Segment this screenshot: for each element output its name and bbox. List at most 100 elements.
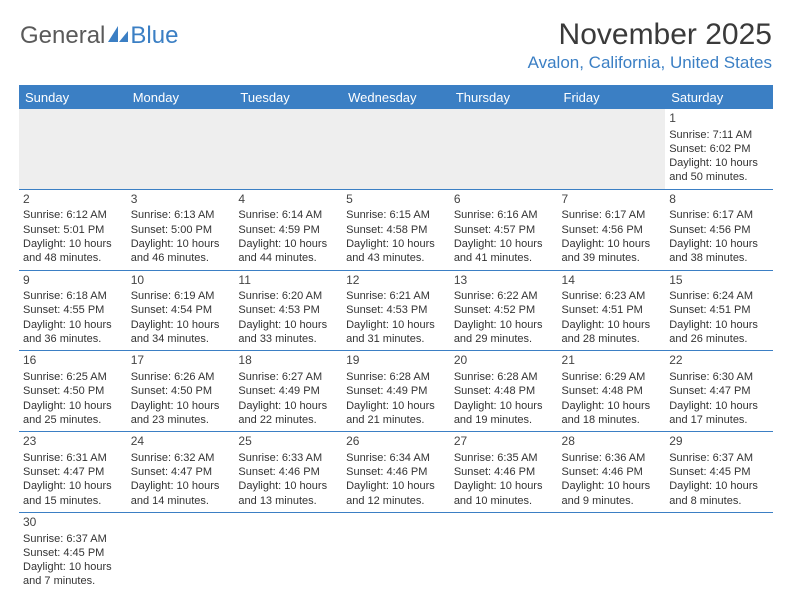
daylight-line: Daylight: 10 hours and 46 minutes. [131, 237, 231, 266]
empty-cell [19, 109, 127, 189]
day-cell: 30Sunrise: 6:37 AMSunset: 4:45 PMDayligh… [19, 512, 127, 592]
day-number: 18 [238, 353, 338, 369]
sunrise-line: Sunrise: 6:17 AM [669, 208, 769, 222]
sunset-line: Sunset: 4:46 PM [562, 465, 662, 479]
day-number: 28 [562, 434, 662, 450]
day-cell: 1Sunrise: 7:11 AMSunset: 6:02 PMDaylight… [665, 109, 773, 189]
daylight-line: Daylight: 10 hours and 18 minutes. [562, 399, 662, 428]
day-number: 12 [346, 273, 446, 289]
day-number: 1 [669, 111, 769, 127]
daylight-line: Daylight: 10 hours and 43 minutes. [346, 237, 446, 266]
sunset-line: Sunset: 6:02 PM [669, 142, 769, 156]
day-cell: 10Sunrise: 6:19 AMSunset: 4:54 PMDayligh… [127, 270, 235, 351]
day-number: 6 [454, 192, 554, 208]
sunrise-line: Sunrise: 6:28 AM [454, 370, 554, 384]
sunrise-line: Sunrise: 6:27 AM [238, 370, 338, 384]
calendar-row: 23Sunrise: 6:31 AMSunset: 4:47 PMDayligh… [19, 432, 773, 513]
sunrise-line: Sunrise: 6:12 AM [23, 208, 123, 222]
day-number: 24 [131, 434, 231, 450]
sunrise-line: Sunrise: 6:28 AM [346, 370, 446, 384]
empty-cell [127, 512, 235, 592]
day-number: 22 [669, 353, 769, 369]
sunset-line: Sunset: 4:46 PM [238, 465, 338, 479]
sunset-line: Sunset: 4:59 PM [238, 223, 338, 237]
sunrise-line: Sunrise: 6:29 AM [562, 370, 662, 384]
empty-cell [342, 512, 450, 592]
calendar-row: 16Sunrise: 6:25 AMSunset: 4:50 PMDayligh… [19, 351, 773, 432]
sunset-line: Sunset: 4:47 PM [669, 384, 769, 398]
day-cell: 21Sunrise: 6:29 AMSunset: 4:48 PMDayligh… [558, 351, 666, 432]
day-cell: 22Sunrise: 6:30 AMSunset: 4:47 PMDayligh… [665, 351, 773, 432]
sunrise-line: Sunrise: 6:16 AM [454, 208, 554, 222]
empty-cell [127, 109, 235, 189]
sunrise-line: Sunrise: 6:37 AM [23, 532, 123, 546]
sunrise-line: Sunrise: 6:34 AM [346, 451, 446, 465]
daylight-line: Daylight: 10 hours and 9 minutes. [562, 479, 662, 508]
daylight-line: Daylight: 10 hours and 29 minutes. [454, 318, 554, 347]
daylight-line: Daylight: 10 hours and 50 minutes. [669, 156, 769, 185]
sunset-line: Sunset: 4:53 PM [238, 303, 338, 317]
daylight-line: Daylight: 10 hours and 7 minutes. [23, 560, 123, 589]
empty-cell [342, 109, 450, 189]
logo-text-general: General [20, 22, 105, 50]
day-cell: 4Sunrise: 6:14 AMSunset: 4:59 PMDaylight… [234, 189, 342, 270]
day-number: 8 [669, 192, 769, 208]
sunset-line: Sunset: 4:46 PM [454, 465, 554, 479]
sunset-line: Sunset: 4:55 PM [23, 303, 123, 317]
day-cell: 7Sunrise: 6:17 AMSunset: 4:56 PMDaylight… [558, 189, 666, 270]
sunset-line: Sunset: 4:57 PM [454, 223, 554, 237]
sunset-line: Sunset: 4:58 PM [346, 223, 446, 237]
empty-cell [234, 109, 342, 189]
weekday-header-row: SundayMondayTuesdayWednesdayThursdayFrid… [19, 85, 773, 109]
day-number: 11 [238, 273, 338, 289]
day-number: 20 [454, 353, 554, 369]
location-subtitle: Avalon, California, United States [528, 53, 772, 73]
day-cell: 27Sunrise: 6:35 AMSunset: 4:46 PMDayligh… [450, 432, 558, 513]
sunrise-line: Sunrise: 6:21 AM [346, 289, 446, 303]
day-number: 19 [346, 353, 446, 369]
daylight-line: Daylight: 10 hours and 25 minutes. [23, 399, 123, 428]
daylight-line: Daylight: 10 hours and 31 minutes. [346, 318, 446, 347]
empty-cell [234, 512, 342, 592]
sunset-line: Sunset: 4:46 PM [346, 465, 446, 479]
day-cell: 19Sunrise: 6:28 AMSunset: 4:49 PMDayligh… [342, 351, 450, 432]
sunrise-line: Sunrise: 6:37 AM [669, 451, 769, 465]
month-title: November 2025 [528, 18, 772, 51]
sunset-line: Sunset: 4:49 PM [346, 384, 446, 398]
day-cell: 26Sunrise: 6:34 AMSunset: 4:46 PMDayligh… [342, 432, 450, 513]
day-number: 23 [23, 434, 123, 450]
sunset-line: Sunset: 4:50 PM [23, 384, 123, 398]
sunrise-line: Sunrise: 7:11 AM [669, 128, 769, 142]
empty-cell [450, 109, 558, 189]
sunrise-line: Sunrise: 6:36 AM [562, 451, 662, 465]
sunrise-line: Sunrise: 6:14 AM [238, 208, 338, 222]
day-cell: 20Sunrise: 6:28 AMSunset: 4:48 PMDayligh… [450, 351, 558, 432]
sunrise-line: Sunrise: 6:15 AM [346, 208, 446, 222]
day-cell: 28Sunrise: 6:36 AMSunset: 4:46 PMDayligh… [558, 432, 666, 513]
day-number: 25 [238, 434, 338, 450]
daylight-line: Daylight: 10 hours and 26 minutes. [669, 318, 769, 347]
daylight-line: Daylight: 10 hours and 13 minutes. [238, 479, 338, 508]
day-cell: 11Sunrise: 6:20 AMSunset: 4:53 PMDayligh… [234, 270, 342, 351]
daylight-line: Daylight: 10 hours and 19 minutes. [454, 399, 554, 428]
day-cell: 14Sunrise: 6:23 AMSunset: 4:51 PMDayligh… [558, 270, 666, 351]
day-cell: 29Sunrise: 6:37 AMSunset: 4:45 PMDayligh… [665, 432, 773, 513]
day-number: 14 [562, 273, 662, 289]
day-cell: 15Sunrise: 6:24 AMSunset: 4:51 PMDayligh… [665, 270, 773, 351]
sunrise-line: Sunrise: 6:33 AM [238, 451, 338, 465]
day-cell: 12Sunrise: 6:21 AMSunset: 4:53 PMDayligh… [342, 270, 450, 351]
day-number: 17 [131, 353, 231, 369]
daylight-line: Daylight: 10 hours and 23 minutes. [131, 399, 231, 428]
day-cell: 16Sunrise: 6:25 AMSunset: 4:50 PMDayligh… [19, 351, 127, 432]
sunrise-line: Sunrise: 6:18 AM [23, 289, 123, 303]
sunrise-line: Sunrise: 6:32 AM [131, 451, 231, 465]
daylight-line: Daylight: 10 hours and 8 minutes. [669, 479, 769, 508]
daylight-line: Daylight: 10 hours and 17 minutes. [669, 399, 769, 428]
sunrise-line: Sunrise: 6:20 AM [238, 289, 338, 303]
daylight-line: Daylight: 10 hours and 10 minutes. [454, 479, 554, 508]
title-block: November 2025 Avalon, California, United… [528, 18, 772, 73]
logo: General Blue [20, 18, 178, 50]
sunrise-line: Sunrise: 6:24 AM [669, 289, 769, 303]
daylight-line: Daylight: 10 hours and 38 minutes. [669, 237, 769, 266]
day-number: 3 [131, 192, 231, 208]
